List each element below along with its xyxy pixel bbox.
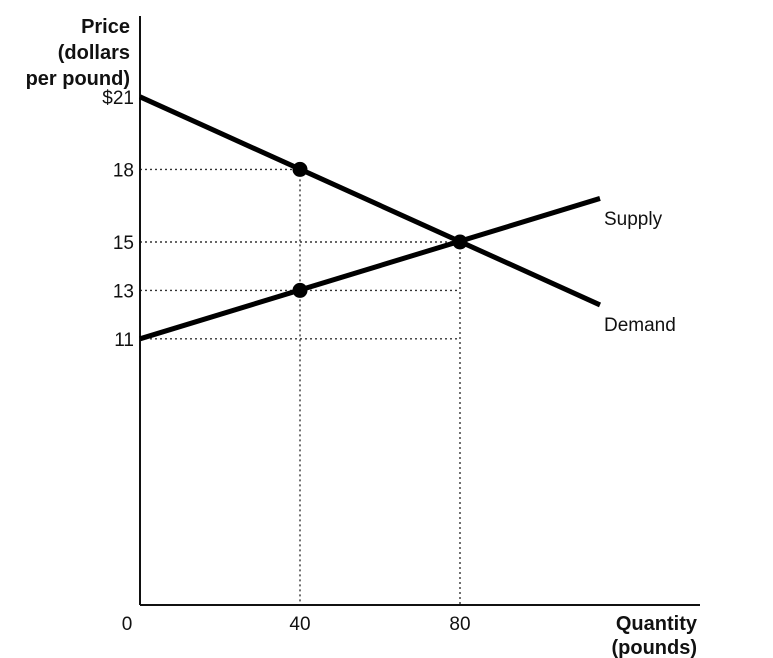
- supply-curve: [139, 196, 601, 342]
- guide-lines: [140, 168, 461, 605]
- y-tick-label: 18: [113, 160, 134, 181]
- x-axis-title-line-2: (pounds): [611, 637, 697, 658]
- x-tick-label: 80: [449, 614, 470, 635]
- demand-curve: [138, 94, 602, 308]
- y-tick-labels: $21 18 15 13 11: [102, 88, 134, 351]
- y-axis-title-line-3: per pound): [26, 68, 130, 90]
- y-axis-title-line-2: (dollars: [58, 42, 130, 64]
- markers: [292, 161, 468, 298]
- x-axis-title-line-1: Quantity: [616, 613, 698, 635]
- x-tick-label: 40: [289, 614, 310, 635]
- y-tick-label: 11: [114, 330, 134, 351]
- data-point-2: [292, 282, 308, 298]
- supply-label: Supply: [604, 209, 663, 230]
- y-tick-label: 13: [113, 281, 134, 302]
- demand-label: Demand: [604, 315, 676, 336]
- x-tick-labels: 0 40 80: [122, 614, 471, 635]
- y-axis-title-line-1: Price: [81, 16, 130, 38]
- x-tick-label: 0: [122, 614, 133, 635]
- data-point-1: [452, 234, 468, 250]
- y-tick-label: $21: [102, 88, 134, 109]
- y-tick-label: 15: [113, 233, 134, 254]
- data-point-0: [292, 161, 308, 177]
- curves: [138, 94, 602, 342]
